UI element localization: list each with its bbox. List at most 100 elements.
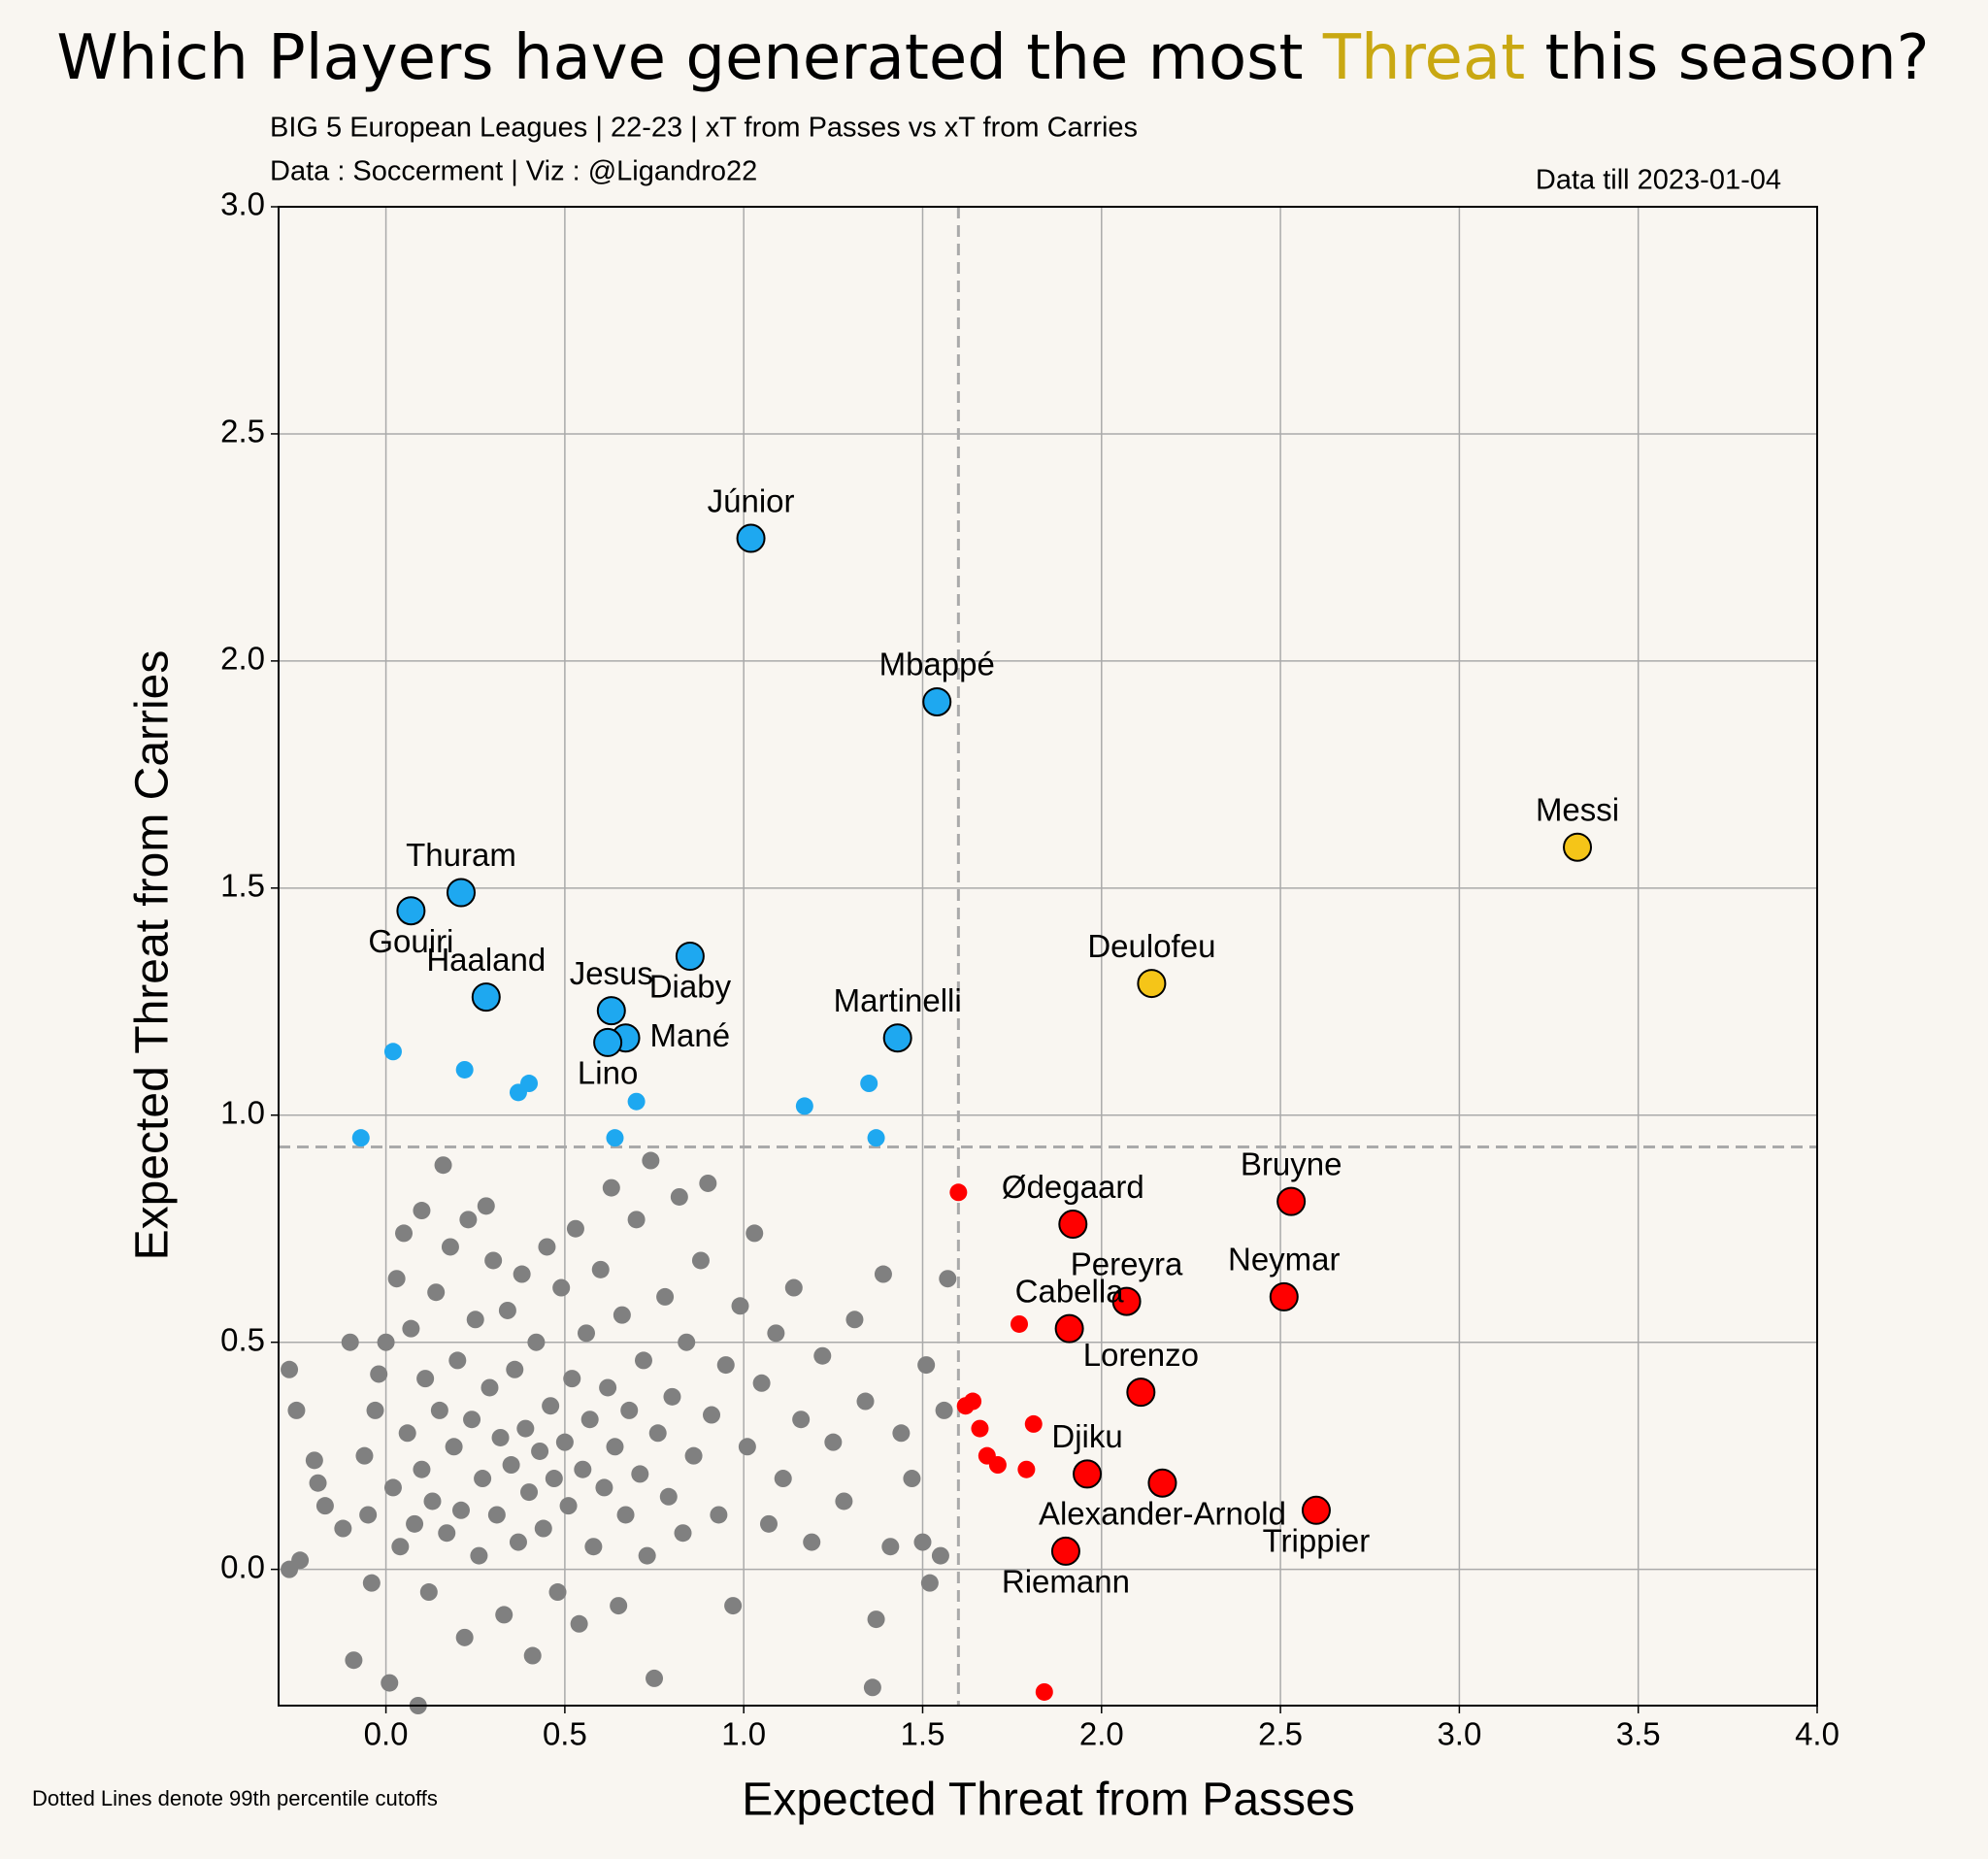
point xyxy=(383,1043,402,1061)
point xyxy=(477,1197,495,1215)
point xyxy=(699,1174,717,1192)
x-tick-label: 2.5 xyxy=(1258,1716,1303,1752)
point xyxy=(513,1265,531,1283)
point xyxy=(559,1497,578,1515)
point xyxy=(345,1651,363,1670)
credits: Data : Soccerment | Viz : @Ligandro22 xyxy=(270,156,757,187)
title-highlight: Threat xyxy=(1322,22,1525,94)
point xyxy=(459,1211,478,1229)
point xyxy=(538,1238,556,1256)
point xyxy=(634,1351,652,1370)
point xyxy=(584,1538,603,1556)
point xyxy=(795,1097,813,1115)
point xyxy=(620,1401,639,1419)
point-label: Lino xyxy=(578,1055,638,1091)
point xyxy=(860,1075,878,1093)
point xyxy=(387,1270,406,1288)
point xyxy=(309,1474,327,1492)
point xyxy=(416,1370,435,1388)
point xyxy=(291,1551,310,1570)
point xyxy=(1301,1495,1331,1525)
point xyxy=(703,1406,721,1424)
y-tick-label: 0.0 xyxy=(220,1548,265,1584)
point xyxy=(287,1401,306,1419)
point-label: Riemann xyxy=(1002,1564,1130,1600)
chart-title: Which Players have generated the most Th… xyxy=(56,22,1929,94)
point xyxy=(552,1278,571,1297)
x-axis-label: Expected Threat from Passes xyxy=(742,1775,1354,1826)
point xyxy=(419,1583,438,1602)
point xyxy=(736,523,766,553)
point xyxy=(534,1519,552,1538)
point xyxy=(606,1129,624,1147)
point xyxy=(813,1346,832,1365)
point xyxy=(606,1438,624,1456)
point xyxy=(867,1610,885,1629)
point xyxy=(746,1224,764,1243)
point xyxy=(470,1546,488,1565)
point xyxy=(351,1129,370,1147)
point xyxy=(1035,1682,1053,1701)
point xyxy=(913,1533,932,1551)
point xyxy=(684,1446,703,1465)
point xyxy=(659,1487,678,1506)
point-label: Diaby xyxy=(649,969,732,1005)
point xyxy=(366,1401,384,1419)
point xyxy=(856,1392,875,1411)
point xyxy=(516,1419,535,1438)
point xyxy=(648,1424,667,1443)
y-tick-label: 0.5 xyxy=(220,1321,265,1357)
point xyxy=(638,1546,656,1565)
point xyxy=(355,1446,374,1465)
title-part: Which Players have generated the most xyxy=(56,22,1323,94)
point xyxy=(835,1492,853,1510)
point xyxy=(563,1370,581,1388)
point xyxy=(774,1470,792,1488)
point xyxy=(988,1456,1007,1475)
point xyxy=(627,1092,646,1111)
point xyxy=(445,1438,463,1456)
point xyxy=(691,1251,710,1270)
point xyxy=(402,1319,420,1338)
point xyxy=(642,1151,660,1170)
point xyxy=(446,878,476,908)
point xyxy=(845,1311,864,1329)
point xyxy=(531,1442,549,1460)
point xyxy=(455,1628,474,1646)
point xyxy=(502,1456,520,1475)
point xyxy=(627,1211,646,1229)
point xyxy=(1073,1459,1103,1489)
point xyxy=(792,1411,811,1429)
point xyxy=(580,1411,599,1429)
point xyxy=(663,1387,681,1406)
point-label: Trippier xyxy=(1263,1523,1371,1559)
point xyxy=(602,1178,620,1197)
point xyxy=(1050,1536,1080,1566)
point xyxy=(917,1356,936,1375)
point xyxy=(434,1156,452,1175)
point xyxy=(395,1224,414,1243)
point-label: Deulofeu xyxy=(1087,928,1215,964)
point-label: Mbappé xyxy=(879,647,995,682)
point xyxy=(710,1506,728,1524)
point xyxy=(922,686,952,716)
point xyxy=(724,1597,743,1615)
y-tick-label: 2.0 xyxy=(220,641,265,677)
x-tick-label: 3.5 xyxy=(1616,1716,1661,1752)
point xyxy=(471,982,501,1012)
point xyxy=(1276,1186,1307,1216)
point xyxy=(430,1401,448,1419)
point xyxy=(863,1678,881,1697)
point xyxy=(656,1287,675,1306)
point-label: Haaland xyxy=(426,942,546,978)
point xyxy=(759,1514,778,1533)
subtitle: BIG 5 European Leagues | 22-23 | xT from… xyxy=(270,113,1138,144)
point-label: Alexander-Arnold xyxy=(1039,1495,1286,1531)
point-label: Cabella xyxy=(1015,1273,1125,1309)
x-tick-label: 0.0 xyxy=(364,1716,409,1752)
point-label: Jesus xyxy=(570,955,653,991)
point xyxy=(591,1260,610,1278)
point xyxy=(523,1646,542,1665)
point xyxy=(670,1187,688,1206)
